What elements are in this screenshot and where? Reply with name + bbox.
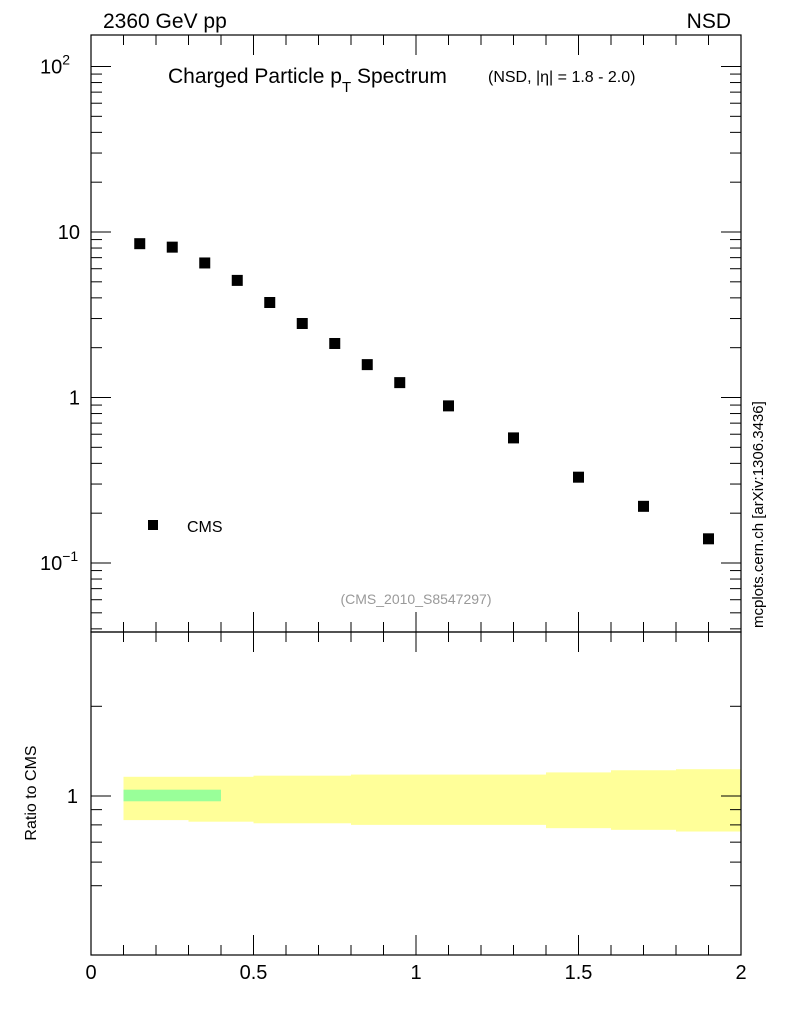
x-tick-label: 1 bbox=[410, 962, 421, 984]
chart-title-after: Spectrum bbox=[351, 65, 447, 88]
uncertainty-band-inner bbox=[123, 789, 156, 802]
data-point bbox=[264, 296, 276, 308]
chart-title-main: Charged Particle p bbox=[168, 65, 342, 88]
chart-title: Charged Particle pT Spectrum bbox=[168, 65, 447, 96]
data-point bbox=[329, 337, 341, 349]
y-tick-label: 10−1 bbox=[40, 548, 78, 575]
data-point bbox=[443, 400, 454, 412]
header-right-label: NSD bbox=[687, 10, 731, 33]
ratio-x-ticks bbox=[90, 632, 742, 955]
legend-cms-marker bbox=[148, 520, 158, 530]
uncertainty-band-outer bbox=[253, 775, 286, 824]
uncertainty-band-outer bbox=[416, 774, 481, 825]
ratio-y-ticks bbox=[91, 705, 741, 887]
data-point bbox=[394, 377, 406, 389]
legend-cms-label: CMS bbox=[187, 519, 223, 536]
ratio-frame bbox=[90, 631, 742, 956]
spectrum-y-ticks bbox=[91, 66, 741, 630]
analysis-watermark: (CMS_2010_S8547297) bbox=[341, 591, 492, 607]
uncertainty-band-outer bbox=[676, 769, 741, 832]
data-point bbox=[508, 432, 519, 444]
chart-title-subscript: T bbox=[342, 79, 351, 96]
ratio-y-axis-label: Ratio to CMS bbox=[23, 745, 40, 840]
data-point bbox=[199, 257, 211, 269]
x-tick-label: 2 bbox=[735, 962, 746, 984]
legend: CMS bbox=[148, 519, 223, 536]
y-tick-label: 102 bbox=[40, 52, 70, 79]
data-point bbox=[703, 533, 714, 545]
spectrum-frame bbox=[90, 34, 742, 633]
data-point bbox=[573, 471, 584, 483]
data-point bbox=[638, 500, 649, 512]
uncertainty-band-outer bbox=[286, 775, 319, 824]
uncertainty-band-inner bbox=[156, 789, 189, 802]
uncertainty-band-outer bbox=[481, 774, 546, 825]
data-point bbox=[166, 241, 178, 253]
uncertainty-band-outer bbox=[221, 776, 254, 822]
data-point bbox=[134, 238, 146, 250]
spectrum-panel: 10−1 1 10 102 bbox=[40, 34, 742, 633]
data-point bbox=[231, 274, 243, 286]
uncertainty-band-outer bbox=[546, 772, 611, 829]
chart-subtitle: (NSD, |η| = 1.8 - 2.0) bbox=[488, 69, 635, 86]
uncertainty-band-outer bbox=[611, 770, 676, 830]
uncertainty-band-outer bbox=[351, 774, 384, 825]
ratio-y-tick-labels: 1 bbox=[67, 786, 78, 808]
ratio-bands bbox=[123, 769, 741, 832]
data-point bbox=[361, 359, 373, 371]
uncertainty-band-outer bbox=[318, 775, 351, 824]
spectrum-y-tick-labels: 10−1 1 10 102 bbox=[40, 52, 80, 576]
y-tick-label: 10 bbox=[58, 222, 80, 244]
x-tick-label: 1.5 bbox=[565, 962, 593, 984]
ratio-y-tick-label: 1 bbox=[67, 786, 78, 808]
cms-data-points bbox=[134, 238, 714, 545]
x-tick-label: 0.5 bbox=[240, 962, 268, 984]
x-tick-label: 0 bbox=[85, 962, 96, 984]
ratio-x-tick-labels: 0 0.5 1 1.5 2 bbox=[85, 962, 746, 984]
uncertainty-band-outer bbox=[383, 774, 416, 825]
y-tick-label: 1 bbox=[69, 388, 80, 410]
side-label: mcplots.cern.ch [arXiv:1306.3436] bbox=[750, 401, 767, 628]
ratio-panel: 1 0 0.5 1 1.5 2 bbox=[67, 631, 747, 984]
data-point bbox=[296, 317, 308, 329]
spectrum-x-ticks bbox=[90, 35, 742, 632]
header-left-label: 2360 GeV pp bbox=[103, 10, 227, 33]
uncertainty-band-inner bbox=[188, 789, 221, 802]
